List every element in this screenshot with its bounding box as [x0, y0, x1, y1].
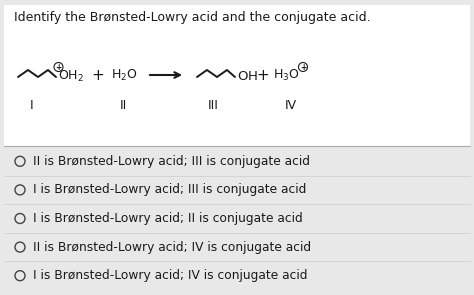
Text: III: III	[208, 99, 219, 112]
Text: $\rm OH$: $\rm OH$	[237, 70, 258, 83]
Text: I is Brønsted-Lowry acid; IV is conjugate acid: I is Brønsted-Lowry acid; IV is conjugat…	[33, 269, 308, 282]
Text: I: I	[30, 99, 34, 112]
Text: $\rm H_3O$: $\rm H_3O$	[273, 68, 300, 83]
Text: Identify the Brønsted-Lowry acid and the conjugate acid.: Identify the Brønsted-Lowry acid and the…	[14, 11, 371, 24]
FancyBboxPatch shape	[4, 5, 470, 147]
Text: II is Brønsted-Lowry acid; IV is conjugate acid: II is Brønsted-Lowry acid; IV is conjuga…	[33, 241, 311, 254]
Text: II is Brønsted-Lowry acid; III is conjugate acid: II is Brønsted-Lowry acid; III is conjug…	[33, 155, 310, 168]
Text: II: II	[119, 99, 127, 112]
Text: $\rm H_2O$: $\rm H_2O$	[111, 68, 137, 83]
Text: +: +	[55, 63, 62, 71]
Text: +: +	[256, 68, 269, 83]
Text: IV: IV	[285, 99, 297, 112]
Text: $\rm OH_2$: $\rm OH_2$	[58, 68, 84, 83]
Text: I is Brønsted-Lowry acid; III is conjugate acid: I is Brønsted-Lowry acid; III is conjuga…	[33, 183, 306, 196]
Text: +: +	[91, 68, 104, 83]
Text: +: +	[300, 63, 306, 71]
Text: I is Brønsted-Lowry acid; II is conjugate acid: I is Brønsted-Lowry acid; II is conjugat…	[33, 212, 303, 225]
